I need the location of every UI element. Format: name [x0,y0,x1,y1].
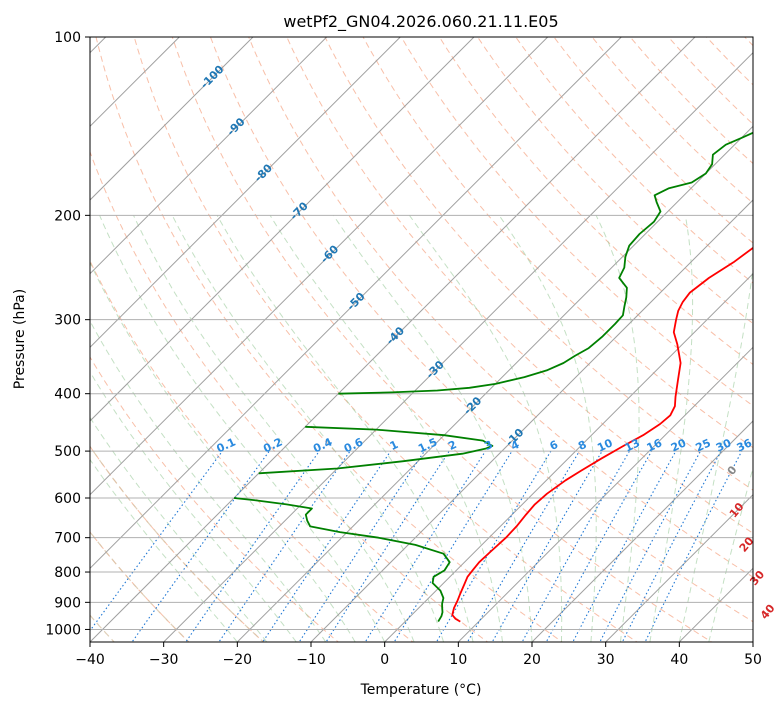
moist-adiabat-line [90,458,238,642]
x-axis: −40 −30 −20 −10 0 10 20 30 40 50 [75,642,762,668]
moist-adiabat-line [90,416,268,642]
isotherm-line [90,37,622,570]
moist-adiabat-line [90,261,356,642]
mixing-ratio-line [572,450,677,642]
y-axis: 100 200 300 400 500 600 700 800 900 1000 [45,30,90,638]
isotherm-line [605,493,753,642]
moist-adiabat-line [649,215,694,642]
mixing-ratio-line [90,450,223,632]
mixing-ratio-line [131,450,270,642]
moist-adiabat-line [133,215,415,642]
moist-adiabat-line [678,264,753,642]
isotherm-line [163,51,753,642]
mixing-ratio-label: 13 [623,436,642,454]
moist-adiabat-line [99,215,386,642]
mixing-ratio-line [599,450,701,642]
moist-adiabat-line [90,320,327,642]
x-tick-label: −20 [223,652,253,668]
isotherm-line [310,199,753,642]
isotherm-line [531,420,753,642]
profile-series-line [233,497,451,623]
isotherm-line [90,37,549,496]
x-tick-label: 0 [380,652,389,668]
mixing-ratio-label: 36 [735,436,755,454]
y-tick-label: 1000 [45,622,81,638]
x-tick-label: 30 [597,652,615,668]
mixing-ratio-line [621,450,722,642]
moist-adiabat-line [90,370,297,642]
profile-series-line [451,246,753,623]
isotherm-line [90,37,401,349]
moist-adiabat-line [171,215,445,642]
x-tick-label: −10 [296,652,326,668]
moist-adiabat-line [216,215,474,642]
x-axis-label: Temperature (°C) [360,682,482,698]
mixing-ratio-line [393,450,513,642]
x-tick-label: 10 [449,652,467,668]
mixing-ratio-line [298,450,425,642]
isotherm-line [384,272,753,642]
mixing-ratio-line [466,450,580,642]
y-tick-label: 100 [54,30,81,46]
chart-title: wetPf2_GN04.2026.060.21.11.E05 [283,12,558,32]
dry-adiabat-line [90,259,414,642]
mixing-ratio-label: 10 [595,436,615,454]
plot-frame [89,36,754,643]
x-tick-label: 20 [523,652,541,668]
y-tick-label: 600 [54,491,81,507]
mixing-ratio-label: 25 [693,436,712,454]
pressure-gridlines [90,37,753,630]
y-tick-label: 800 [54,565,81,581]
mixing-ratio-label: 30 [714,436,734,454]
isotherm-line [90,37,328,275]
x-tick-label: −40 [75,652,105,668]
moist-adiabat-line [498,215,597,642]
mixing-ratio-line [185,450,320,642]
x-tick-label: −30 [149,652,179,668]
isotherm-line [457,346,753,642]
moist-adiabat-line [408,215,563,642]
isotherm-line [90,37,475,422]
y-tick-label: 300 [54,313,81,329]
y-tick-label: 200 [54,208,81,224]
y-tick-label: 400 [54,387,81,403]
mixing-ratio-line [364,450,486,642]
y-tick-label: 700 [54,531,81,547]
mixing-ratio-label: 20 [669,436,689,454]
profile-series-line [338,131,753,395]
moist-adiabat-line [595,215,640,642]
profile-series-line [258,425,494,475]
mixing-ratio-line [325,450,450,642]
mixing-ratio-line [262,450,392,642]
x-tick-label: 50 [744,652,762,668]
y-tick-label: 900 [54,595,81,611]
moist-adiabat-line [269,215,503,642]
isotherm-line [90,37,254,201]
profile-lines [233,131,753,623]
x-tick-label: 40 [670,652,688,668]
mixing-ratio-line [218,450,351,642]
y-axis-label: Pressure (hPa) [12,289,28,389]
y-tick-label: 500 [54,444,81,460]
dry-adiabat-line [90,150,489,642]
isotherm-line [90,37,696,642]
moist-adiabat-line [332,215,533,642]
mixing-ratio-label: 16 [645,436,665,454]
